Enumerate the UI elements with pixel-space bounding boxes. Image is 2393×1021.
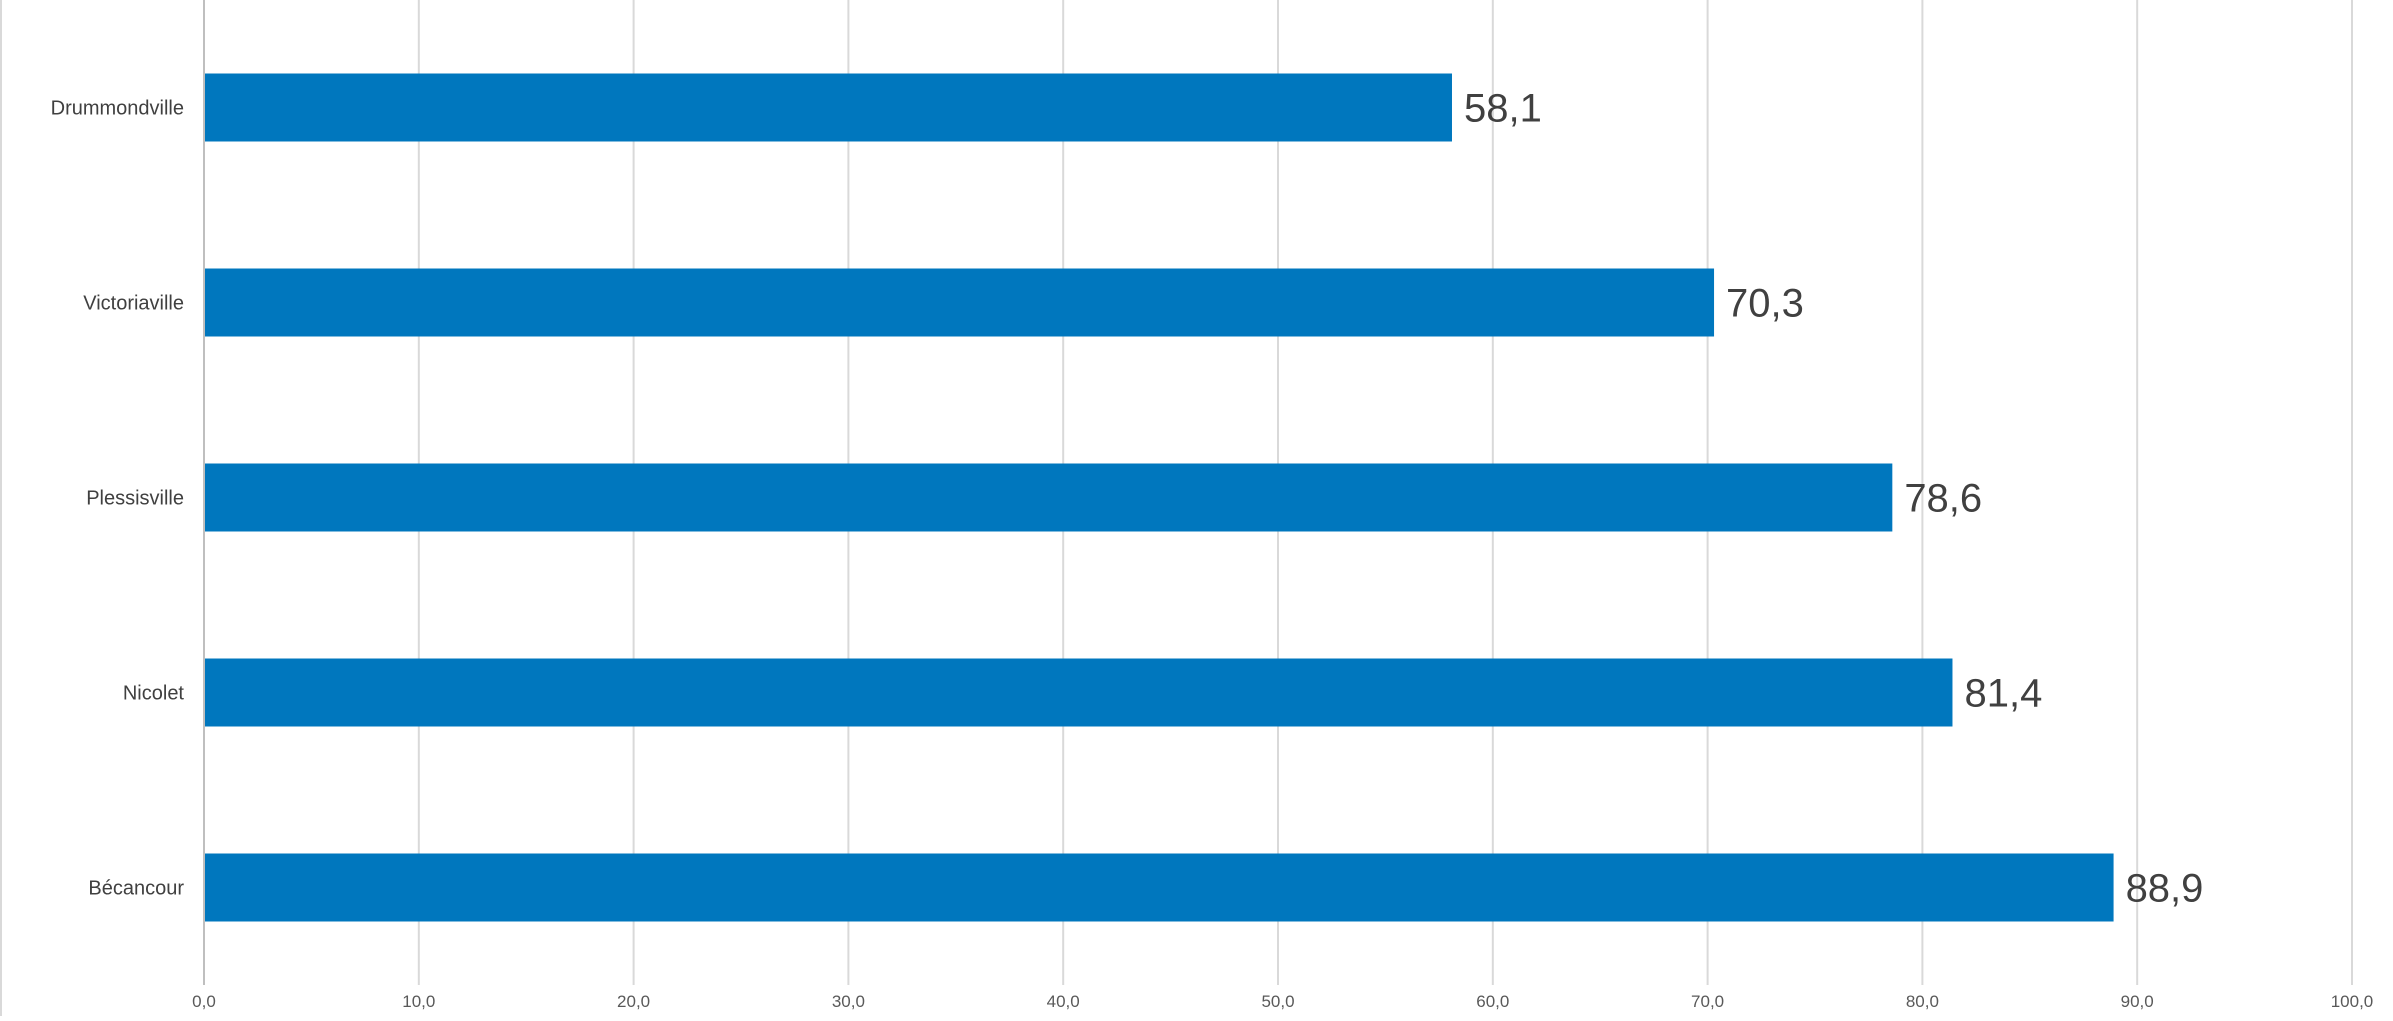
bar-drummondville (204, 73, 1452, 142)
axes (0, 0, 205, 1016)
category-label: Nicolet (123, 683, 185, 705)
category-label: Victoriaville (83, 293, 184, 315)
category-label: Plessisville (86, 488, 184, 510)
data-label: 88,9 (2126, 867, 2204, 911)
x-tick-label: 70,0 (1691, 992, 1724, 1011)
x-tick-label: 40,0 (1047, 992, 1080, 1011)
x-tick-label: 100,0 (2331, 992, 2374, 1011)
bar-victoriaville (204, 268, 1715, 337)
data-label: 78,6 (1904, 477, 1982, 521)
bar-plessisville (204, 463, 1893, 532)
bar-nicolet (204, 658, 1953, 727)
x-tick-label: 20,0 (617, 992, 650, 1011)
data-label: 70,3 (1726, 282, 1804, 326)
bars (204, 73, 2114, 922)
data-label: 81,4 (1964, 672, 2042, 716)
labels: 0,0 10,0 20,0 30,0 40,0 50,0 60,0 70,0 80,0 90,0 1… (51, 87, 2374, 1012)
x-tick-label: 50,0 (1261, 992, 1294, 1011)
x-tick-label: 0,0 (192, 992, 216, 1011)
bar-b-cancour (204, 853, 2114, 922)
x-tick-label: 90,0 (2121, 992, 2154, 1011)
x-tick-label: 30,0 (832, 992, 865, 1011)
data-label: 58,1 (1464, 87, 1542, 131)
x-tick-label: 10,0 (402, 992, 435, 1011)
category-label: Bécancour (88, 878, 184, 900)
x-tick-label: 60,0 (1476, 992, 1509, 1011)
x-tick-label: 80,0 (1906, 992, 1939, 1011)
category-label: Drummondville (51, 98, 184, 120)
